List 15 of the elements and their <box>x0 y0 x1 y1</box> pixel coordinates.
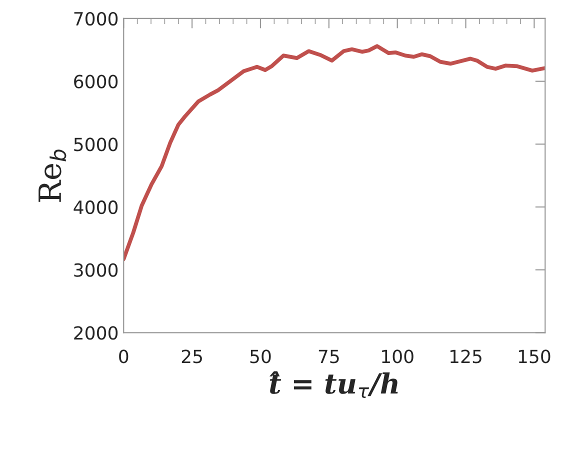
y-tick-label: 2000 <box>74 326 118 340</box>
y-axis-title: Re$_{b}$ <box>38 150 66 202</box>
x-tick-label: 75 <box>318 350 339 364</box>
x-tick-label: 125 <box>450 350 482 364</box>
y-tick-label: 6000 <box>74 74 118 88</box>
y-tick-label: 3000 <box>74 263 118 277</box>
y-tick-label: 4000 <box>74 200 118 214</box>
x-tick-label: 0 <box>119 350 128 364</box>
y-tick-label: 5000 <box>74 138 118 152</box>
x-tick-label: 150 <box>518 350 550 364</box>
x-tick-label: 50 <box>250 350 271 364</box>
x-tick-label: 25 <box>182 350 202 364</box>
y-tick-label: 7000 <box>74 12 118 26</box>
x-tick-label: 100 <box>382 350 414 364</box>
x-axis-title: t̂ = tu$_{τ}$/h <box>269 371 398 398</box>
